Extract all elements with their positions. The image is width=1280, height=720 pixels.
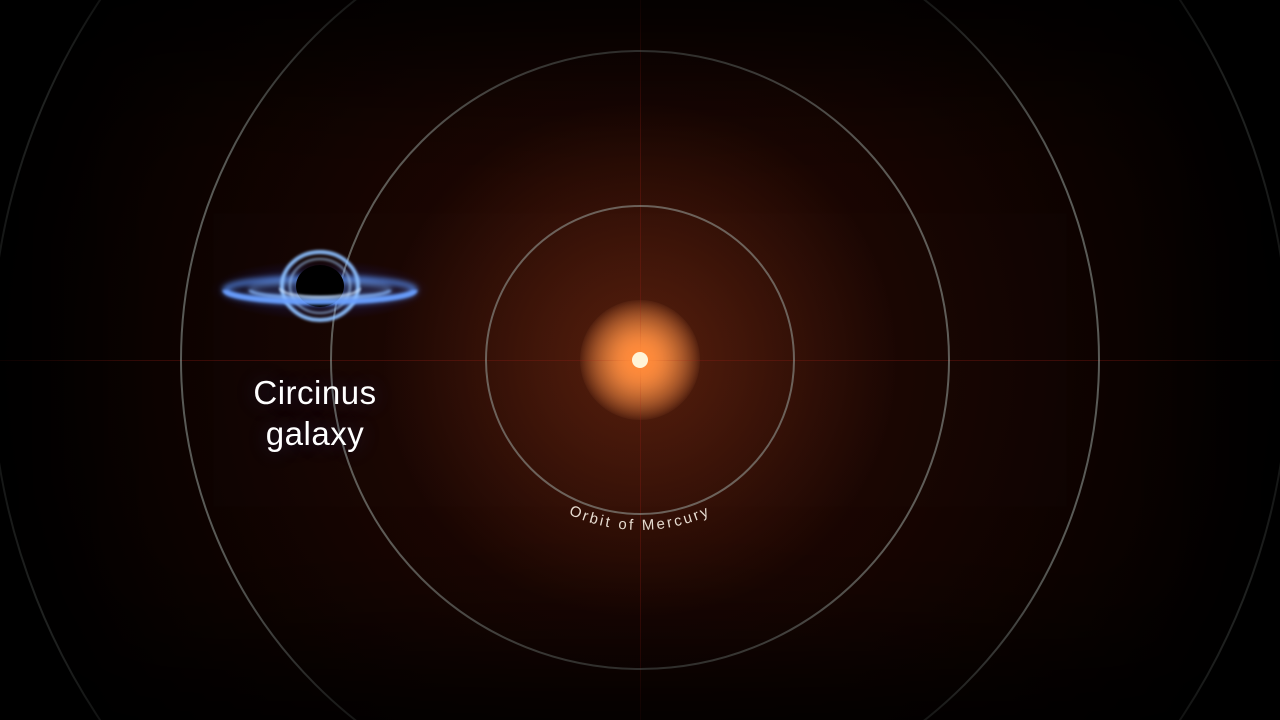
circinus-label: Circinus galaxy bbox=[195, 372, 435, 455]
mercury-orbit-label-wrap: Orbit of Mercury bbox=[430, 150, 850, 575]
mercury-orbit-label: Orbit of Mercury bbox=[430, 150, 850, 570]
svg-text:Orbit of Mercury: Orbit of Mercury bbox=[567, 502, 713, 534]
circinus-label-line2: galaxy bbox=[195, 413, 435, 454]
circinus-label-line1: Circinus bbox=[195, 372, 435, 413]
diagram-stage: Orbit of Mercury bbox=[0, 0, 1280, 720]
circinus-blackhole-icon bbox=[190, 210, 450, 375]
mercury-orbit-text: Orbit of Mercury bbox=[567, 502, 713, 534]
